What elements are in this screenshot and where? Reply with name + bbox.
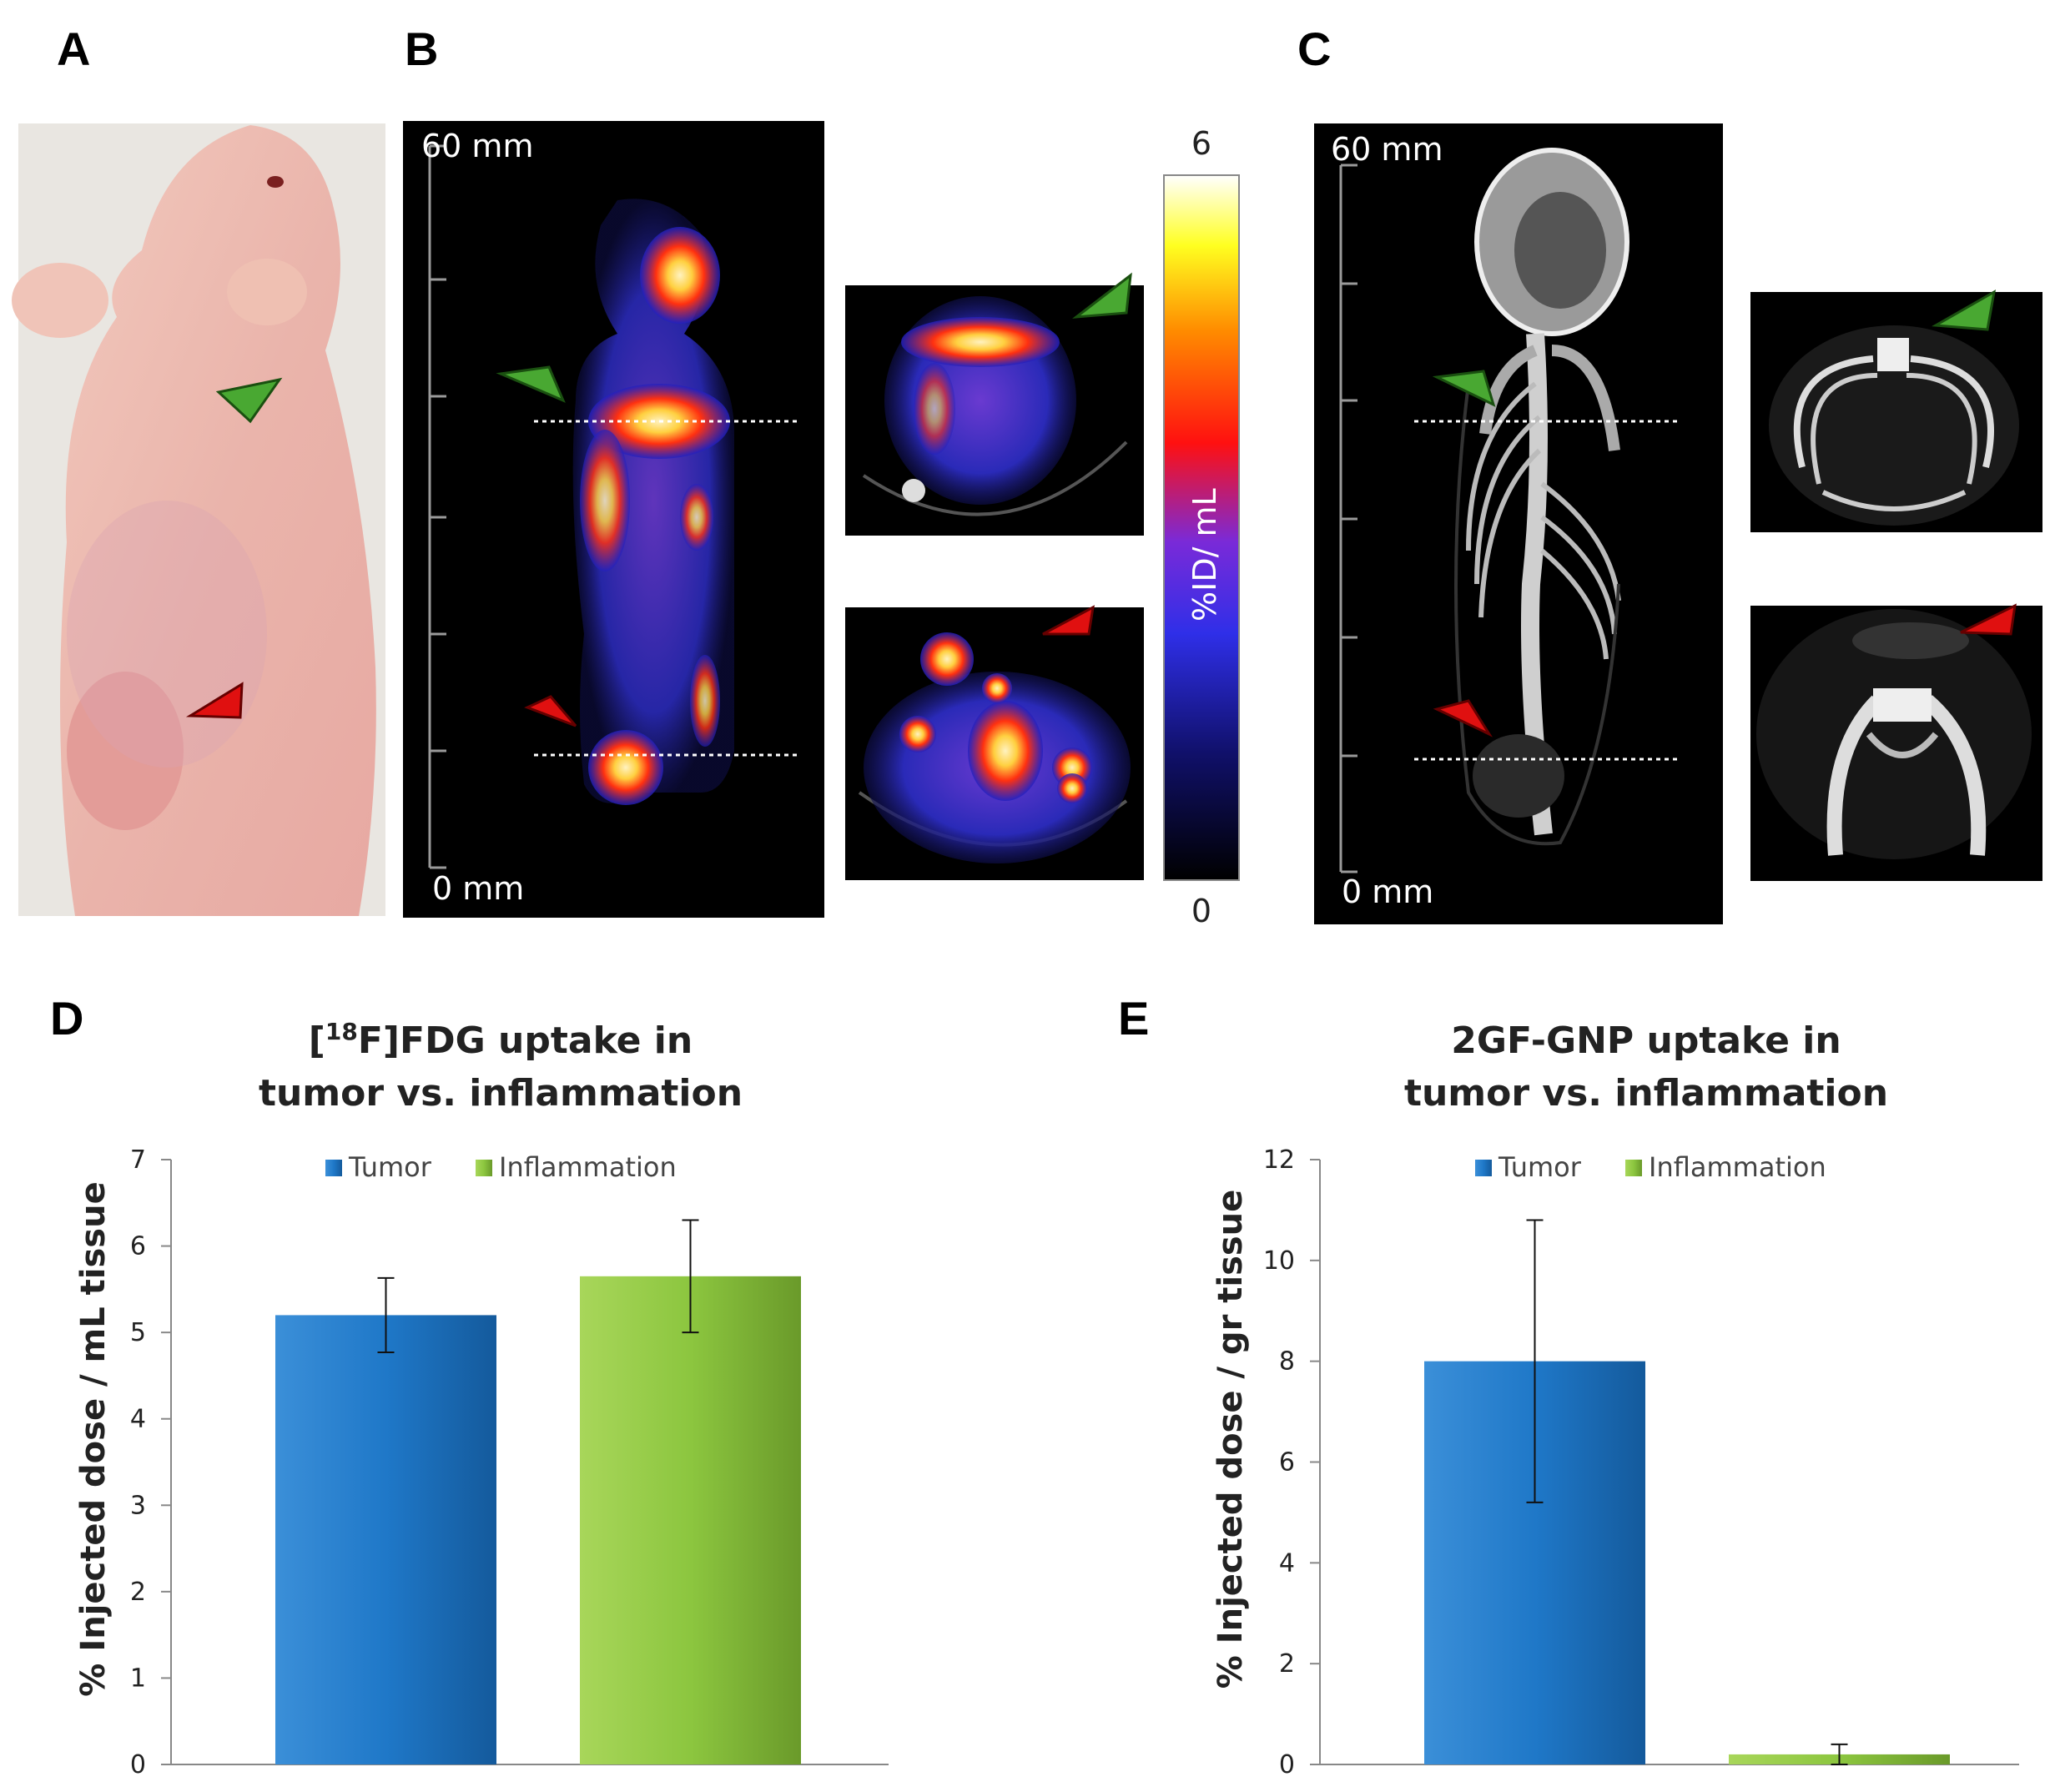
chart-d-y-tick-label: 6 <box>130 1232 146 1261</box>
chart-e-legend-tumor: Tumor <box>1498 1151 1582 1183</box>
chart-e-title-line1: 2GF-GNP uptake in <box>1451 1019 1841 1062</box>
tumor-bulge <box>67 672 184 830</box>
chart-d-bar-inflammation <box>580 1276 801 1764</box>
inflammation-arrow-c-axial <box>1932 289 1997 331</box>
colorbar-label: %ID/ mL <box>1186 488 1223 622</box>
chart-e-y-tick-label: 2 <box>1279 1649 1295 1679</box>
scale-top-c: 60 mm <box>1331 131 1443 168</box>
scale-bottom-b: 0 mm <box>432 870 524 907</box>
chart-d-y-tick-label: 3 <box>130 1491 146 1520</box>
tumor-arrow-c-axial <box>1960 603 2017 636</box>
chart-d-y-tick-label: 4 <box>130 1405 146 1434</box>
panel-label-d: D <box>50 992 83 1044</box>
chart-d: [18F]FDG uptake in tumor vs. inflammatio… <box>74 1018 889 1779</box>
tumor-arrow-b <box>524 695 577 727</box>
colorbar <box>1163 174 1240 881</box>
chart-e-y-tick-label: 4 <box>1279 1548 1295 1578</box>
chart-d-y-tick-label: 2 <box>130 1578 146 1607</box>
chart-d-legend-tumor-swatch <box>325 1160 342 1176</box>
chart-d-y-axis-label: % Injected dose / mL tissue <box>74 1181 113 1696</box>
tumor-arrow-a <box>185 682 244 719</box>
panel-label-e: E <box>1118 992 1149 1044</box>
chart-e: 2GF-GNP uptake in tumor vs. inflammation… <box>1211 1019 2019 1779</box>
chart-d-title-line1: [18F]FDG uptake in <box>309 1018 693 1062</box>
ct-axial-slice-lower <box>1750 606 2042 881</box>
chart-d-legend-tumor: Tumor <box>348 1151 432 1183</box>
chart-d-y-tick-label: 5 <box>130 1318 146 1347</box>
chart-e-title-line2: tumor vs. inflammation <box>1404 1072 1888 1115</box>
chart-e-legend-inflammation-swatch <box>1625 1160 1642 1176</box>
ct-volume-render <box>1314 123 1723 924</box>
ct-axial-slice-upper <box>1750 292 2042 532</box>
scale-top-b: 60 mm <box>421 128 533 164</box>
panel-label-b: B <box>405 23 438 75</box>
chart-d-title-line2: tumor vs. inflammation <box>259 1072 743 1115</box>
chart-d-legend-inflammation-swatch <box>476 1160 492 1176</box>
mouse-photo <box>12 123 385 916</box>
chart-d-y-tick-label: 1 <box>130 1664 146 1693</box>
chart-e-y-axis-label: % Injected dose / gr tissue <box>1211 1190 1250 1689</box>
panel-label-a: A <box>57 23 90 75</box>
inflammation-arrow-c <box>1432 370 1496 407</box>
chart-e-legend-tumor-swatch <box>1475 1160 1492 1176</box>
chart-d-legend-inflammation: Inflammation <box>499 1151 677 1183</box>
chart-e-legend-inflammation: Inflammation <box>1649 1151 1826 1183</box>
inflammation-arrow-b-axial <box>1072 272 1132 319</box>
tumor-arrow-b-axial <box>1042 605 1095 636</box>
colorbar-max: 6 <box>1191 125 1211 162</box>
tumor-arrow-c <box>1433 699 1493 737</box>
pet-axial-slice-lower <box>845 607 1144 880</box>
pet-axial-slice-upper <box>845 285 1144 536</box>
chart-e-y-tick-label: 0 <box>1279 1750 1295 1779</box>
colorbar-min: 0 <box>1191 893 1211 929</box>
chart-e-y-tick-label: 12 <box>1263 1145 1295 1175</box>
panel-label-c: C <box>1297 23 1331 75</box>
chart-e-y-tick-label: 8 <box>1279 1347 1295 1377</box>
pet-coronal-image <box>403 121 824 918</box>
chart-d-bar-tumor <box>275 1315 496 1764</box>
scale-bottom-c: 0 mm <box>1342 873 1433 910</box>
inflammation-arrow-b <box>496 365 566 403</box>
chart-d-y-tick-label: 7 <box>130 1145 146 1175</box>
chart-e-y-tick-label: 6 <box>1279 1448 1295 1477</box>
chart-e-y-tick-label: 10 <box>1263 1246 1295 1276</box>
inflammation-arrow-a <box>215 377 283 424</box>
chart-d-y-tick-label: 0 <box>130 1750 146 1779</box>
